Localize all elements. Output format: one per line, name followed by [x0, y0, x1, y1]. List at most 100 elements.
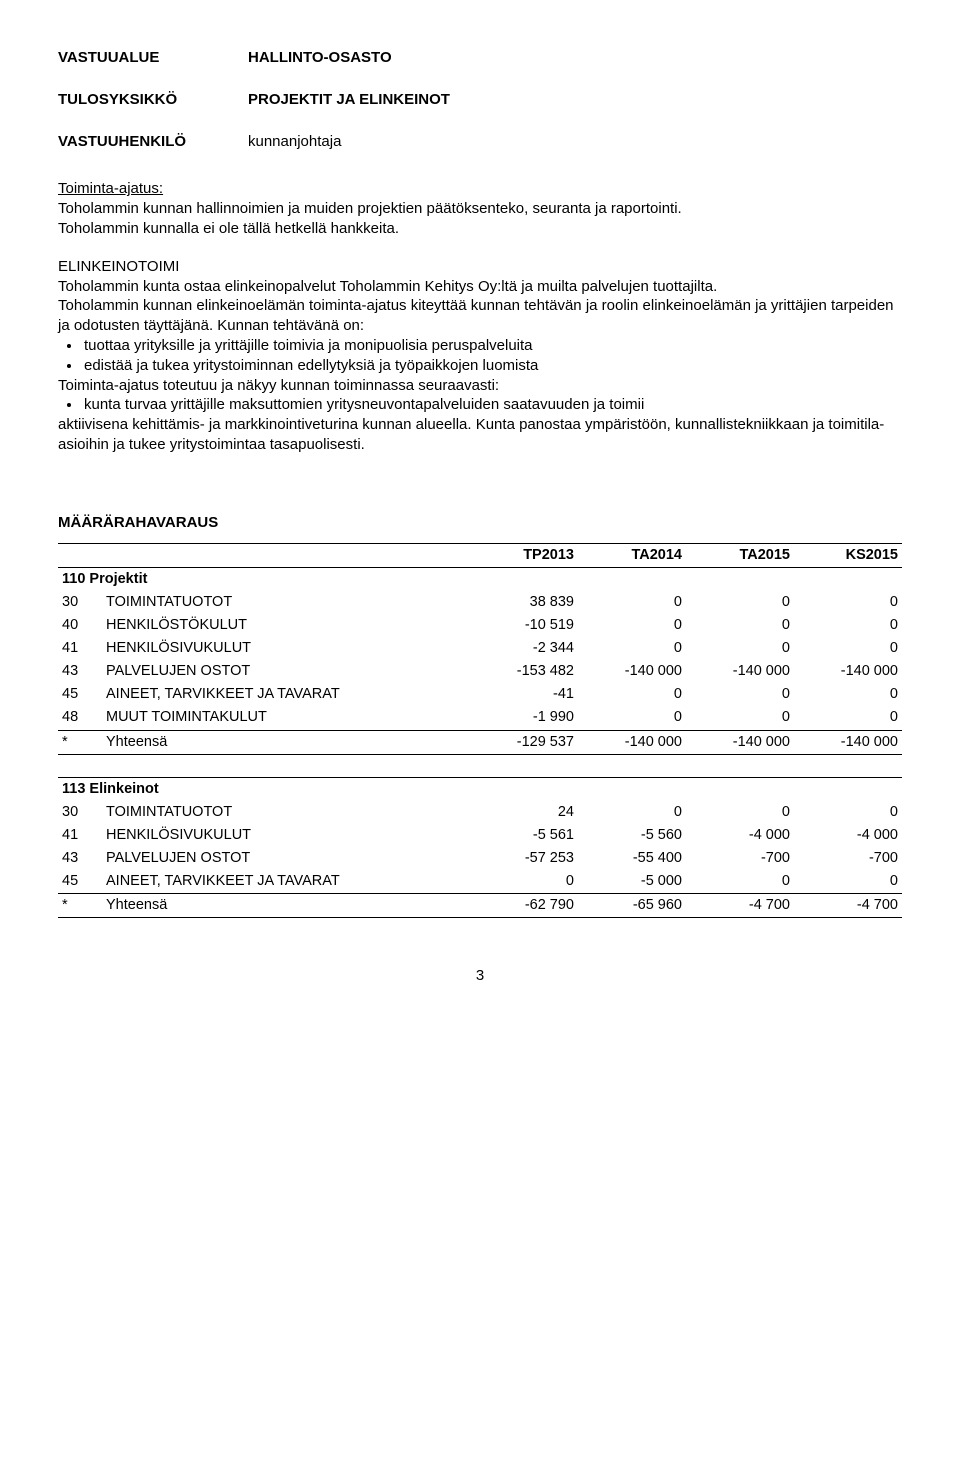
row-value: -41 [470, 683, 578, 706]
row-value: 0 [470, 870, 578, 894]
table-row: 40HENKILÖSTÖKULUT-10 519000 [58, 614, 902, 637]
row-code: 45 [58, 870, 102, 894]
row-label: PALVELUJEN OSTOT [102, 847, 470, 870]
row-value: 0 [794, 870, 902, 894]
header-row: VASTUUHENKILÖkunnanjohtaja [58, 132, 902, 152]
row-code: * [58, 730, 102, 754]
para-5: Toimin­ta-ajatus toteutuu ja näkyy kunna… [58, 376, 902, 396]
row-value: 0 [578, 706, 686, 730]
row-label: PALVELUJEN OSTOT [102, 660, 470, 683]
col-head: KS2015 [794, 543, 902, 567]
row-code: 43 [58, 847, 102, 870]
row-value: 0 [794, 683, 902, 706]
para-2: Toholammin kunnalla ei ole tällä hetkell… [58, 219, 902, 239]
row-code: 41 [58, 637, 102, 660]
header-label: TULOSYKSIKKÖ [58, 90, 248, 110]
row-value: -140 000 [794, 660, 902, 683]
row-code: 45 [58, 683, 102, 706]
row-label: HENKILÖSIVUKULUT [102, 637, 470, 660]
header-value: kunnanjohtaja [248, 132, 341, 152]
bullet-item: edistää ja tukea yritystoiminnan edellyt… [82, 356, 902, 376]
header-value: PROJEKTIT JA ELINKEINOT [248, 90, 450, 110]
table-row: 30TOIMINTATUOTOT38 839000 [58, 591, 902, 614]
row-value: 38 839 [470, 591, 578, 614]
row-code: 41 [58, 824, 102, 847]
header-row: VASTUUALUEHALLINTO-OSASTO [58, 48, 902, 68]
row-value: 0 [686, 801, 794, 824]
table-row: 43PALVELUJEN OSTOT-57 253-55 400-700-700 [58, 847, 902, 870]
header-value: HALLINTO-OSASTO [248, 48, 392, 68]
table-row: 41HENKILÖSIVUKULUT-5 561-5 560-4 000-4 0… [58, 824, 902, 847]
finance-table: TP2013TA2014TA2015KS2015110 Projektit30T… [58, 543, 902, 919]
table-row: 45AINEET, TARVIKKEET JA TAVARAT-41000 [58, 683, 902, 706]
row-value: -140 000 [578, 730, 686, 754]
table-row: 45AINEET, TARVIKKEET JA TAVARAT0-5 00000 [58, 870, 902, 894]
row-value: -1 990 [470, 706, 578, 730]
row-label: HENKILÖSTÖKULUT [102, 614, 470, 637]
row-value: -140 000 [686, 660, 794, 683]
toiminta-ajatus-label: Toimin­ta-ajatus: [58, 179, 902, 199]
table-row: *Yhteensä-129 537-140 000-140 000-140 00… [58, 730, 902, 754]
row-value: -5 560 [578, 824, 686, 847]
row-label: Yhteensä [102, 894, 470, 918]
row-value: -5 561 [470, 824, 578, 847]
row-value: 0 [794, 706, 902, 730]
table-row: 30TOIMINTATUOTOT24000 [58, 801, 902, 824]
row-value: 0 [686, 591, 794, 614]
row-label: TOIMINTATUOTOT [102, 591, 470, 614]
row-label: AINEET, TARVIKKEET JA TAVARAT [102, 683, 470, 706]
row-label: MUUT TOIMINTAKULUT [102, 706, 470, 730]
bullet-list-1: tuottaa yrityksille ja yrittäjille toimi… [82, 336, 902, 376]
row-value: 0 [578, 591, 686, 614]
para-1: Toholammin kunnan hallinnoimien ja muide… [58, 199, 902, 219]
row-label: HENKILÖSIVUKULUT [102, 824, 470, 847]
para-4: Toholammin kunnan elinkeinoelämän toimin… [58, 296, 902, 336]
header-label: VASTUUALUE [58, 48, 248, 68]
row-value: 0 [794, 801, 902, 824]
block-head: 110 Projektit [58, 567, 902, 591]
table-row: 43PALVELUJEN OSTOT-153 482-140 000-140 0… [58, 660, 902, 683]
row-value: -57 253 [470, 847, 578, 870]
elinkeinotoimi-label: ELINKEINOTOIMI [58, 257, 902, 277]
header-label: VASTUUHENKILÖ [58, 132, 248, 152]
row-value: 0 [794, 637, 902, 660]
bullet-item: tuottaa yrityksille ja yrittäjille toimi… [82, 336, 902, 356]
row-value: -4 700 [686, 894, 794, 918]
row-value: -140 000 [578, 660, 686, 683]
row-value: -700 [794, 847, 902, 870]
row-value: -140 000 [794, 730, 902, 754]
col-head: TA2014 [578, 543, 686, 567]
table-row: 41HENKILÖSIVUKULUT-2 344000 [58, 637, 902, 660]
row-value: 0 [794, 591, 902, 614]
para-3: Toholammin kunta ostaa elinkeinopalvelut… [58, 277, 902, 297]
row-value: -62 790 [470, 894, 578, 918]
block-head: 113 Elinkeinot [58, 777, 902, 801]
row-value: 0 [578, 614, 686, 637]
maararahavaraus-title: MÄÄRÄRAHAVARAUS [58, 513, 902, 533]
para-6: aktiivisena kehittämis- ja markkinointiv… [58, 415, 902, 455]
row-value: -65 960 [578, 894, 686, 918]
row-value: -700 [686, 847, 794, 870]
row-value: -129 537 [470, 730, 578, 754]
row-code: 40 [58, 614, 102, 637]
bullet-item: kunta turvaa yrittäjille maksuttomien yr… [82, 395, 902, 415]
row-value: -5 000 [578, 870, 686, 894]
row-code: * [58, 894, 102, 918]
col-head: TA2015 [686, 543, 794, 567]
row-code: 30 [58, 801, 102, 824]
row-value: -4 000 [794, 824, 902, 847]
bullet-list-2: kunta turvaa yrittäjille maksuttomien yr… [82, 395, 902, 415]
row-value: -4 000 [686, 824, 794, 847]
row-value: 0 [578, 683, 686, 706]
row-value: -140 000 [686, 730, 794, 754]
row-value: -4 700 [794, 894, 902, 918]
row-value: 0 [686, 614, 794, 637]
row-value: 0 [578, 637, 686, 660]
row-code: 30 [58, 591, 102, 614]
row-value: 0 [578, 801, 686, 824]
col-head: TP2013 [470, 543, 578, 567]
table-row: 48MUUT TOIMINTAKULUT-1 990000 [58, 706, 902, 730]
row-value: -2 344 [470, 637, 578, 660]
row-value: -153 482 [470, 660, 578, 683]
row-value: -10 519 [470, 614, 578, 637]
